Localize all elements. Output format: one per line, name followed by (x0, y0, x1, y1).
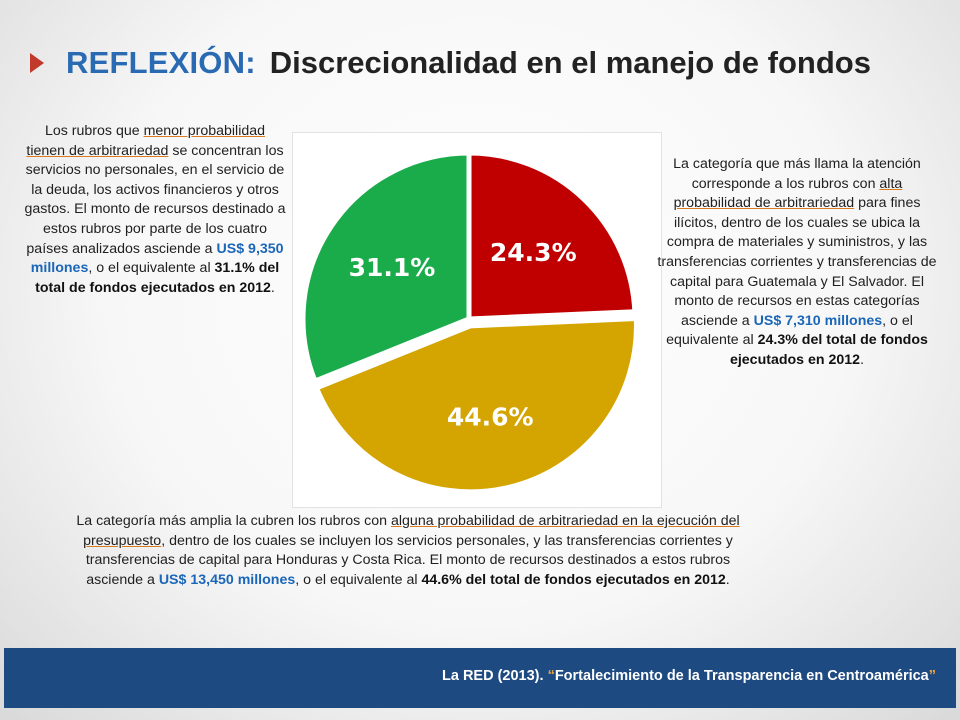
pie-slice (313, 315, 639, 495)
percent-statement: 31.1% del total de fondos ejecutados en … (35, 260, 280, 296)
right-annotation: La categoría que más llama la atención c… (657, 156, 937, 368)
left-annotation: Los rubros que menor probabilidad tienen… (24, 123, 286, 296)
title-keyword: REFLEXIÓN: (66, 45, 256, 80)
pie-chart-frame: 24.3% 44.6% 31.1% (292, 132, 662, 508)
amount-value: US$ 7,310 millones (753, 312, 883, 329)
emphasis-underline: menor probabilidad tienen de arbitraried… (26, 123, 266, 159)
footer-bar: La RED (2013). “Fortalecimiento de la Tr… (4, 648, 956, 708)
slide-title: REFLEXIÓN: Discrecionalidad en el manejo… (30, 38, 930, 88)
amount-value: US$ 13,450 millones (158, 571, 296, 588)
slice-data-label: 24.3% (490, 238, 577, 267)
emphasis-underline: alta probabilidad de arbitrariedad (673, 175, 903, 212)
source-citation: La RED (2013). “Fortalecimiento de la Tr… (442, 668, 936, 684)
pie-slice (466, 150, 638, 322)
triangle-bullet-icon (30, 53, 44, 73)
slice-data-label: 31.1% (349, 253, 436, 282)
pie-chart: 24.3% 44.6% 31.1% (300, 150, 639, 495)
slice-data-label: 44.6% (447, 403, 534, 432)
emphasis-underline: alguna probabilidad de arbitrariedad en … (83, 513, 740, 549)
amount-value: US$ 9,350 millones (30, 240, 284, 277)
bottom-annotation: La categoría más amplia la cubren los ru… (76, 513, 740, 588)
percent-statement: 44.6% del total de fondos ejecutados en … (421, 571, 726, 588)
title-text: Discrecionalidad en el manejo de fondos (269, 45, 871, 80)
pie-slice (300, 150, 472, 385)
percent-statement: 24.3% del total de fondos ejecutados en … (729, 332, 928, 368)
